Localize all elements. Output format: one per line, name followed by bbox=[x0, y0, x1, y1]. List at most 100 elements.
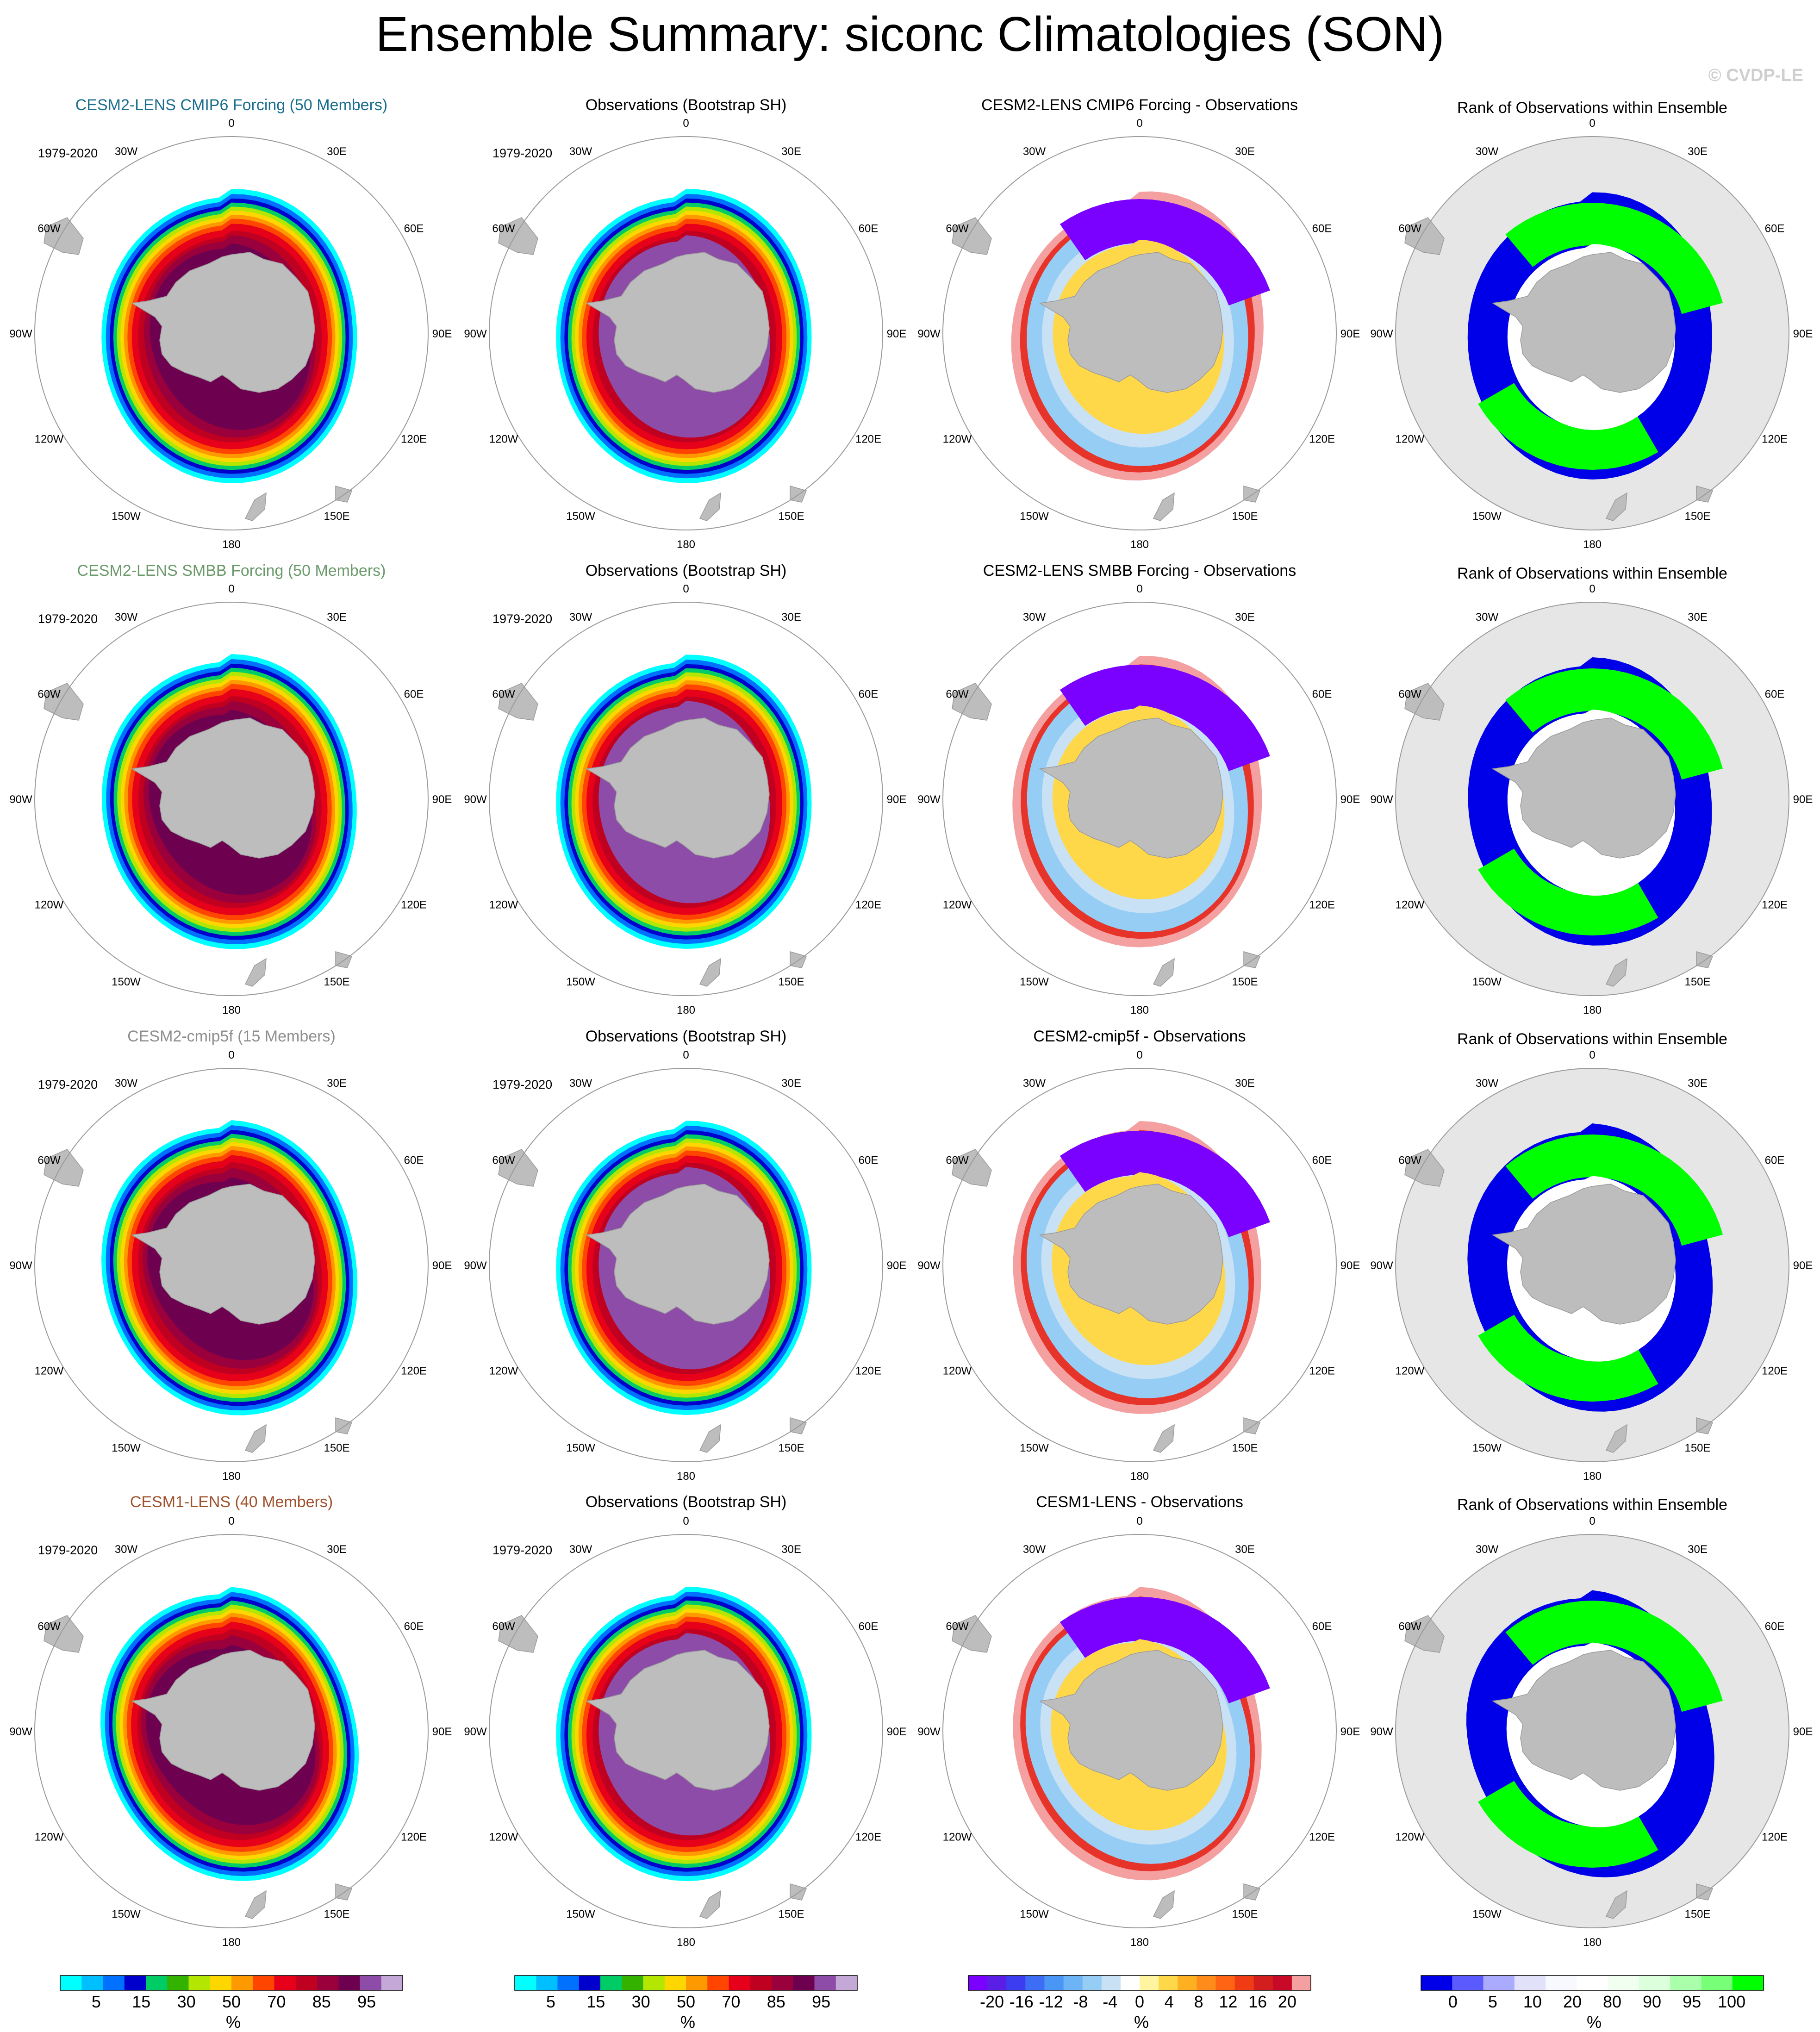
colorbar-tick-label: 15 bbox=[586, 1992, 605, 2011]
colorbar bbox=[514, 1975, 858, 1991]
longitude-label: 60E bbox=[859, 1154, 879, 1167]
longitude-label: 0 bbox=[683, 1515, 689, 1527]
longitude-label: 120E bbox=[855, 899, 881, 911]
colorbar-tick-label: 100 bbox=[1718, 1992, 1746, 2011]
difference-strong-negative bbox=[1060, 1597, 1270, 1703]
longitude-label: 30E bbox=[1688, 1543, 1708, 1556]
colorbar-swatch bbox=[1197, 1976, 1216, 1990]
panel-title: Rank of Observations within Ensemble bbox=[1457, 1030, 1727, 1048]
longitude-label: 30E bbox=[1235, 145, 1255, 158]
period-label: 1979-2020 bbox=[492, 1078, 553, 1091]
colorbar-swatch bbox=[1159, 1976, 1178, 1990]
antarctica-landmass bbox=[585, 252, 770, 393]
colorbar-swatch bbox=[146, 1976, 168, 1990]
longitude-label: 90E bbox=[1340, 1726, 1360, 1738]
longitude-label: 60E bbox=[1312, 223, 1332, 235]
colorbar-tick-label: 70 bbox=[722, 1992, 741, 2011]
new-zealand bbox=[1605, 492, 1627, 521]
longitude-label: 180 bbox=[677, 538, 695, 551]
longitude-label: 150E bbox=[1232, 510, 1258, 523]
longitude-label: 120W bbox=[489, 1831, 518, 1844]
colorbar-swatch bbox=[814, 1976, 836, 1990]
longitude-label: 90E bbox=[1340, 328, 1360, 340]
longitude-label: 90W bbox=[917, 1726, 941, 1738]
new-zealand bbox=[699, 492, 721, 521]
longitude-label: 0 bbox=[1136, 1515, 1142, 1527]
longitude-label: 180 bbox=[1583, 1936, 1602, 1949]
longitude-label: 150E bbox=[778, 510, 804, 523]
longitude-label: 150E bbox=[1232, 1908, 1258, 1920]
period-label: 1979-2020 bbox=[492, 1543, 553, 1557]
map-panel: 0 30E 60E 90E 120E 150E 180 150W 120W 90W 60W 30W bbox=[917, 1515, 1360, 1949]
longitude-label: 30E bbox=[1688, 145, 1708, 158]
tasmania bbox=[335, 1417, 353, 1434]
longitude-label: 60W bbox=[1398, 1154, 1421, 1167]
longitude-label: 90W bbox=[464, 1259, 487, 1272]
longitude-label: 180 bbox=[677, 1936, 695, 1949]
longitude-label: 120W bbox=[1396, 1365, 1425, 1378]
colorbar-frame bbox=[514, 1975, 858, 1991]
period-label: 1979-2020 bbox=[492, 612, 553, 626]
colorbar-swatch bbox=[1291, 1976, 1311, 1990]
south-america-tip bbox=[498, 217, 538, 255]
panel-title: CESM2-LENS CMIP6 Forcing - Observations bbox=[981, 96, 1298, 114]
longitude-label: 30W bbox=[1023, 145, 1046, 158]
map-panel: 0 30E 60E 90E 120E 150E 180 150W 120W 90W 60W 30W bbox=[9, 1515, 452, 1949]
south-america-tip bbox=[1404, 683, 1445, 721]
colorbar-swatch bbox=[1253, 1976, 1273, 1990]
colorbar-unit: % bbox=[1134, 2013, 1149, 2032]
map-panel: 0 30E 60E 90E 120E 150E 180 150W 120W 90W 60W 30W bbox=[917, 1049, 1360, 1483]
new-zealand bbox=[1153, 958, 1175, 987]
panel-title: CESM1-LENS - Observations bbox=[1036, 1493, 1243, 1511]
map-panel: 0 30E 60E 90E 120E 150E 180 150W 120W 90W 60W 30W bbox=[9, 583, 452, 1016]
colorbar-unit: % bbox=[680, 2013, 696, 2032]
longitude-label: 30E bbox=[1235, 1077, 1255, 1090]
longitude-label: 150E bbox=[1684, 1908, 1710, 1920]
longitude-label: 150W bbox=[1472, 510, 1502, 523]
longitude-label: 30W bbox=[569, 1543, 592, 1556]
south-america-tip bbox=[44, 1615, 84, 1653]
map-panel: 0 30E 60E 90E 120E 150E 180 150W 120W 90W 60W 30W bbox=[1370, 583, 1813, 1016]
longitude-label: 30W bbox=[569, 145, 592, 158]
period-label: 1979-2020 bbox=[38, 146, 98, 160]
longitude-label: 30E bbox=[327, 611, 347, 623]
map-panel: 0 30E 60E 90E 120E 150E 180 150W 120W 90W 60W 30W bbox=[9, 1049, 452, 1483]
colorbar bbox=[1421, 1975, 1764, 1991]
map-boundary bbox=[34, 1534, 429, 1928]
antarctica-landmass bbox=[1039, 717, 1223, 859]
map-boundary bbox=[1395, 602, 1789, 996]
period-label: 1979-2020 bbox=[38, 1078, 98, 1091]
longitude-label: 60E bbox=[404, 1621, 424, 1633]
longitude-label: 0 bbox=[683, 1049, 689, 1061]
longitude-label: 60W bbox=[37, 223, 61, 235]
period-label: 1979-2020 bbox=[492, 146, 553, 160]
colorbar-swatch bbox=[1421, 1976, 1452, 1990]
longitude-label: 30W bbox=[1476, 145, 1499, 158]
longitude-label: 120E bbox=[855, 1831, 881, 1844]
antarctica-landmass bbox=[1491, 252, 1676, 393]
south-america-tip bbox=[952, 683, 992, 721]
rank-high-region bbox=[1478, 1781, 1658, 1868]
longitude-label: 180 bbox=[222, 538, 241, 551]
longitude-label: 60E bbox=[1765, 1154, 1785, 1167]
longitude-label: 180 bbox=[1583, 1470, 1602, 1483]
longitude-label: 30W bbox=[1476, 1077, 1499, 1090]
colorbar-swatch bbox=[1063, 1976, 1083, 1990]
longitude-label: 30E bbox=[781, 1543, 801, 1556]
longitude-label: 90W bbox=[464, 1726, 487, 1738]
new-zealand bbox=[1153, 492, 1175, 521]
longitude-label: 180 bbox=[1130, 1004, 1149, 1016]
longitude-label: 60E bbox=[404, 688, 424, 701]
longitude-label: 180 bbox=[222, 1936, 241, 1949]
panel-title: CESM2-LENS SMBB Forcing - Observations bbox=[983, 562, 1296, 580]
antarctica-landmass bbox=[1039, 252, 1223, 393]
longitude-label: 90E bbox=[1793, 328, 1813, 340]
panel-title: Rank of Observations within Ensemble bbox=[1457, 565, 1727, 582]
colorbar-swatch bbox=[210, 1976, 232, 1990]
colorbar-swatch bbox=[536, 1976, 558, 1990]
longitude-label: 0 bbox=[683, 117, 689, 130]
new-zealand bbox=[1605, 1890, 1627, 1919]
map-boundary bbox=[942, 602, 1337, 996]
rank-high-region bbox=[1505, 1601, 1723, 1712]
antarctica-landmass bbox=[1491, 1650, 1676, 1791]
